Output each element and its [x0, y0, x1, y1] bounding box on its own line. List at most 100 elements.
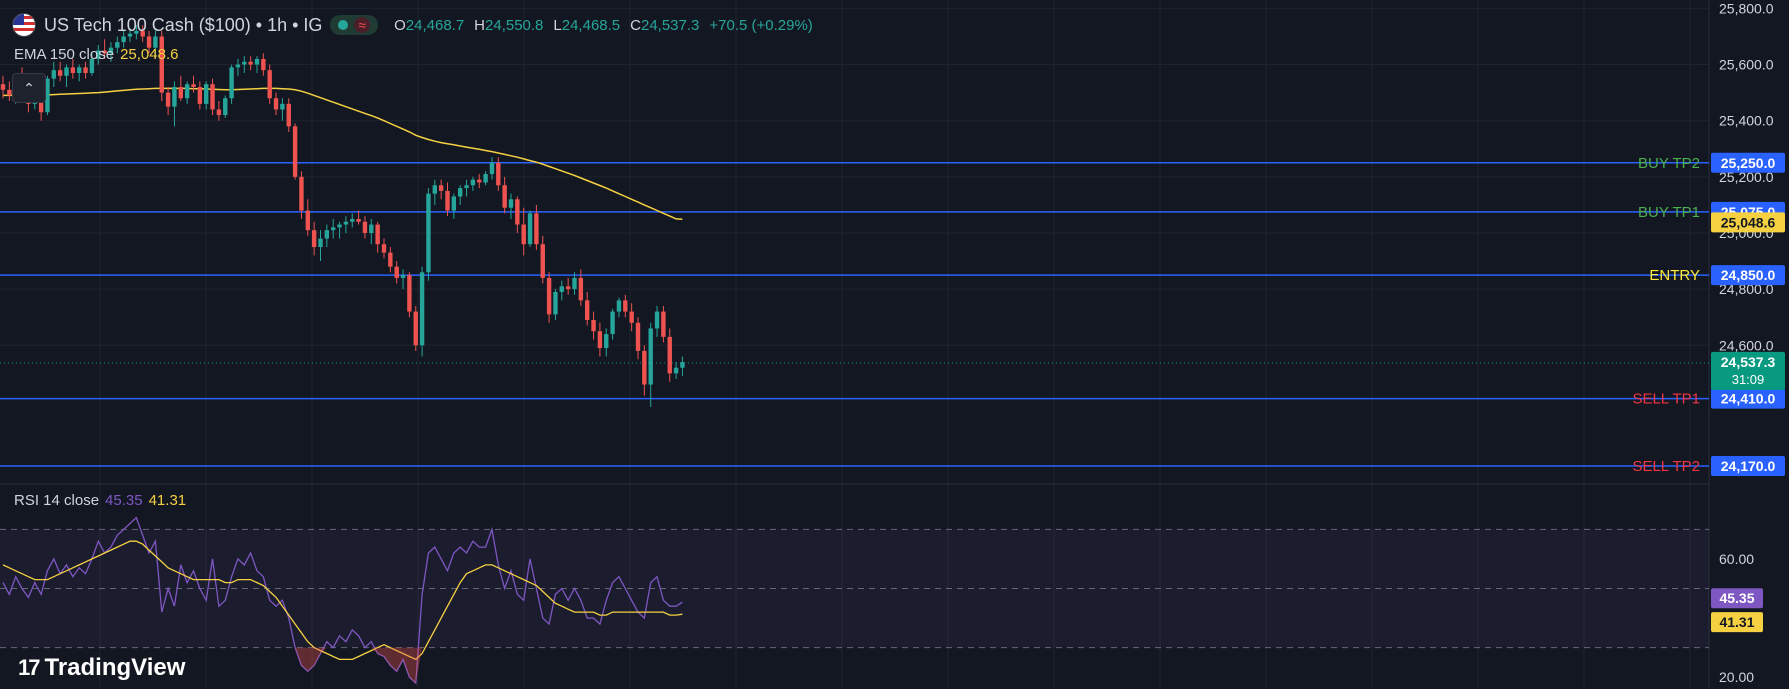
candle — [343, 216, 349, 233]
candle-body — [51, 70, 56, 79]
candle — [572, 272, 577, 295]
us-flag-icon — [12, 13, 36, 37]
candle-body — [477, 179, 482, 183]
level-buy-tp2-tag — [1711, 152, 1785, 173]
candle-body — [597, 331, 603, 349]
candle — [565, 277, 571, 295]
ohlc-low: L24,468.5 — [553, 16, 621, 34]
candle-body — [604, 334, 609, 349]
candle-body — [89, 58, 95, 73]
rsi-value-tag-label: 41.31 — [1719, 614, 1754, 630]
candle-body — [426, 193, 431, 273]
candle-body — [585, 300, 590, 320]
candle — [629, 303, 634, 332]
candle — [324, 224, 330, 248]
level-sell-tp1-label: SELL TP1 — [1632, 391, 1700, 408]
candle-body — [235, 64, 241, 68]
candle-body — [57, 70, 63, 76]
price-tick-label: 25,600.0 — [1719, 57, 1774, 73]
candle-body — [331, 227, 336, 231]
ema-label: EMA 150 close — [14, 46, 115, 63]
candle-body — [502, 185, 507, 208]
candle-body — [216, 109, 222, 116]
ema-legend[interactable]: EMA 150 close 25,048.6 — [14, 46, 178, 63]
candle — [521, 207, 526, 256]
candle-body — [102, 50, 107, 54]
candle — [362, 216, 368, 239]
collapse-legend-button[interactable]: ⌃ — [12, 73, 46, 103]
candle — [667, 328, 672, 382]
candle-body — [432, 185, 437, 194]
price-change: +70.5 (+0.29%) — [709, 16, 813, 34]
market-status-badge[interactable]: ≈ — [330, 15, 379, 35]
candle-body — [565, 286, 571, 290]
candle — [261, 53, 266, 76]
level-sell-tp2-label: SELL TP2 — [1632, 458, 1700, 475]
candle-body — [419, 272, 425, 346]
candle-body — [286, 103, 291, 127]
candle-body — [534, 213, 539, 245]
rsi-value-tag — [1711, 612, 1763, 633]
candle-body — [146, 36, 152, 48]
candle — [591, 311, 596, 340]
candle-body — [369, 224, 374, 233]
candle-body — [280, 103, 285, 110]
level-sell-tp1-tag-label: 24,410.0 — [1721, 391, 1776, 407]
candle — [89, 53, 95, 76]
level-entry-label: ENTRY — [1649, 267, 1700, 284]
candle-body — [667, 336, 672, 374]
candle — [356, 210, 361, 225]
candle-body — [464, 185, 469, 189]
symbol-title[interactable]: US Tech 100 Cash ($100) • 1h • IG — [44, 14, 323, 35]
price-tick-label: 24,800.0 — [1719, 281, 1774, 297]
ohlc-high: H24,550.8 — [474, 16, 544, 34]
candle-body — [540, 244, 545, 278]
candle-body — [337, 224, 342, 228]
candle-body — [7, 89, 12, 96]
rsi-line — [2, 516, 683, 685]
candle — [648, 322, 653, 408]
candle — [559, 280, 564, 301]
candle-body — [578, 277, 584, 301]
candle — [642, 345, 647, 396]
candle-body — [165, 92, 171, 107]
candle-body — [559, 286, 564, 292]
candle-body — [178, 87, 183, 99]
candle — [235, 58, 241, 76]
rsi-oversold-fill — [371, 647, 378, 654]
candle — [83, 61, 88, 79]
candle — [292, 123, 298, 180]
candle-body — [134, 30, 139, 34]
candle — [413, 305, 418, 351]
candle-body — [654, 311, 660, 329]
market-open-dot-icon — [338, 20, 349, 30]
candle — [375, 221, 380, 253]
candle-body — [521, 224, 526, 245]
rsi-legend[interactable]: RSI 14 close 45.35 41.31 — [14, 492, 186, 509]
candle — [337, 221, 342, 239]
rsi-oversold-fill — [384, 647, 391, 666]
candle — [540, 235, 545, 284]
candle — [350, 213, 355, 228]
candle — [508, 193, 514, 219]
ohlc-values: O24,468.7 H24,550.8 L24,468.5 C24,537.3 … — [394, 17, 813, 34]
candle — [57, 61, 63, 82]
candle — [286, 98, 291, 132]
candle — [96, 44, 101, 65]
tradingview-logo: 17 TradingView — [18, 654, 185, 682]
candle-body — [261, 58, 266, 71]
candle — [616, 297, 622, 318]
candle-body — [388, 252, 393, 267]
candle-body — [527, 213, 533, 245]
price-tick-label: 25,800.0 — [1719, 0, 1774, 16]
symbol-legend: US Tech 100 Cash ($100) • 1h • IG ≈ O24,… — [12, 12, 813, 38]
candle-body — [343, 221, 349, 225]
candle — [426, 188, 431, 281]
candle-body — [127, 33, 133, 37]
rsi-ma-line — [2, 540, 683, 661]
candle — [159, 30, 164, 102]
candle — [369, 218, 374, 245]
candle-body — [197, 87, 203, 104]
candle — [432, 179, 437, 205]
